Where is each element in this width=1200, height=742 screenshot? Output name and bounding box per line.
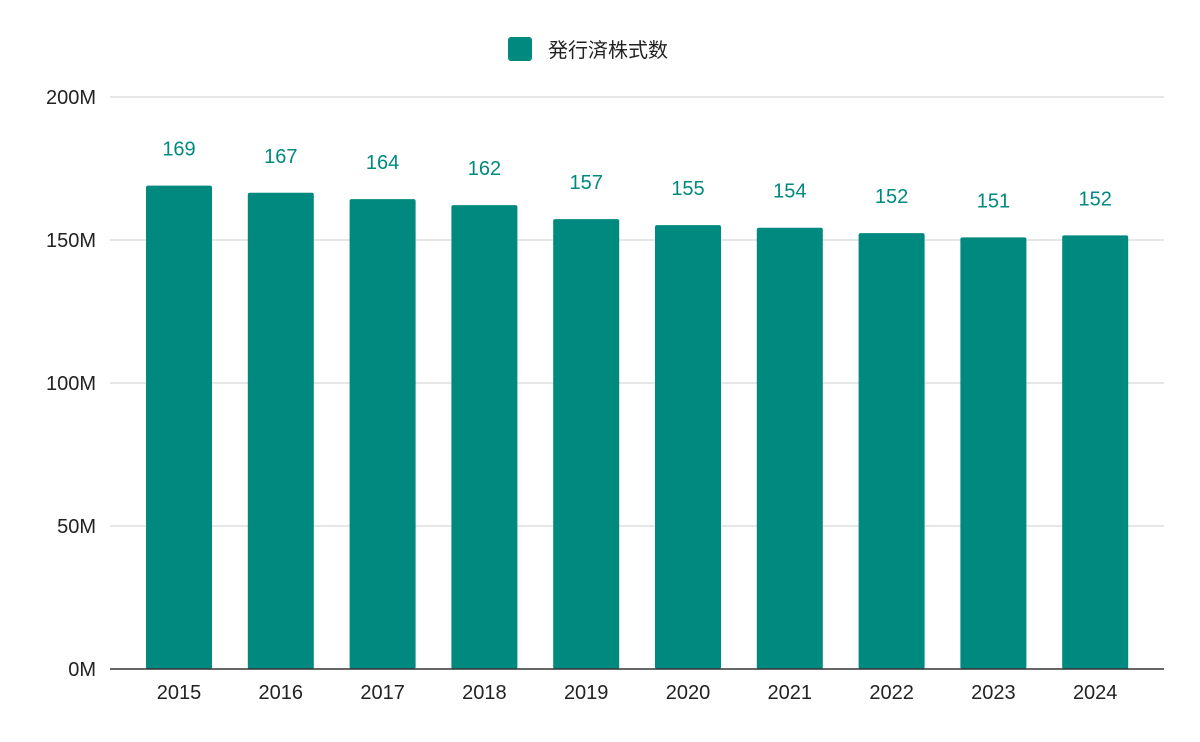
x-tick-label: 2015 (157, 682, 202, 704)
x-tick-label: 2021 (768, 682, 813, 704)
x-tick-label: 2020 (666, 682, 711, 704)
data-label-2023: 151 (977, 190, 1010, 212)
bar-2018 (451, 205, 518, 669)
data-label-2017: 164 (366, 152, 399, 174)
x-tick-label: 2017 (360, 682, 405, 704)
y-tick-label: 0M (68, 659, 96, 681)
data-label-2018: 162 (468, 158, 501, 180)
bar-2015 (146, 185, 212, 669)
y-tick-label: 100M (46, 373, 96, 395)
bar-2017 (349, 199, 416, 670)
bar-2019 (553, 219, 620, 669)
x-tick-label: 2019 (564, 682, 609, 704)
x-tick-label: 2016 (259, 682, 304, 704)
x-tick-label: 2022 (869, 682, 914, 704)
y-tick-label: 200M (46, 87, 96, 109)
bar-2021 (756, 227, 823, 669)
bar-2024 (1062, 235, 1129, 669)
data-label-2024: 152 (1079, 188, 1112, 210)
x-tick-label: 2018 (462, 682, 507, 704)
bar-2016 (247, 192, 314, 669)
data-label-2015: 169 (162, 139, 195, 161)
legend-label: 発行済株式数 (548, 39, 668, 62)
x-tick-label: 2024 (1073, 682, 1118, 704)
data-label-2020: 155 (671, 178, 704, 200)
data-label-2019: 157 (570, 172, 603, 194)
data-labels: 169 167 164 162 157 155 154 152 151 152 (162, 139, 1112, 213)
legend-swatch (508, 37, 532, 61)
bar-2020 (655, 225, 721, 670)
y-tick-label: 150M (46, 230, 96, 252)
data-label-2022: 152 (875, 186, 908, 208)
x-axis: 2015 2016 2017 2018 2019 2020 2021 2022 2023 2024 (110, 668, 1164, 704)
legend: 発行済株式数 (508, 37, 668, 62)
x-tick-label: 2023 (971, 682, 1016, 704)
y-axis: 0M 50M 100M 150M 200M (46, 87, 96, 681)
bar-2022 (858, 233, 925, 670)
data-label-2016: 167 (264, 146, 297, 168)
bars (146, 185, 1129, 670)
data-label-2021: 154 (773, 181, 806, 203)
y-tick-label: 50M (57, 516, 96, 538)
bar-2023 (960, 237, 1027, 669)
